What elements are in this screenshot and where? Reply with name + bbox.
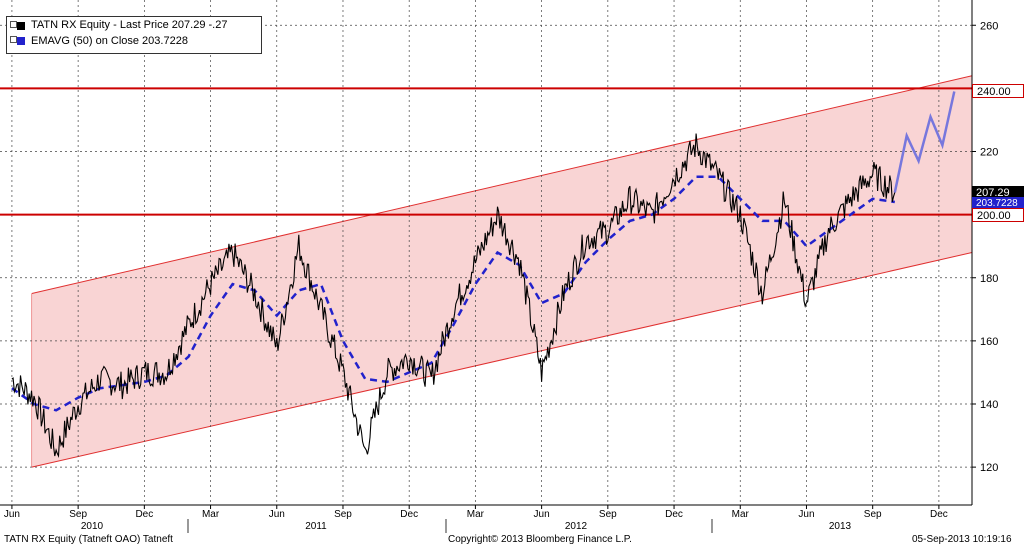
y-tick-label-260: 260 (980, 20, 998, 32)
legend-swatch-price (17, 22, 25, 30)
y-tick-label-120: 120 (980, 462, 998, 474)
year-label-2012: 2012 (565, 521, 588, 532)
year-label-2010: 2010 (81, 521, 104, 532)
x-tick-label-13: Sep (864, 509, 882, 520)
x-tick-label-8: Jun (534, 509, 550, 520)
trend-channel (31, 75, 973, 468)
legend-ema-label: EMAVG (50) on Close 203.7228 (31, 35, 188, 47)
price-line (11, 133, 896, 458)
resistance-lines (0, 87, 972, 216)
x-tick-label-11: Mar (732, 509, 750, 520)
x-tick-label-4: Jun (269, 509, 285, 520)
resistance-240-tag: 240.00 (972, 84, 1024, 98)
channel-upper-line (31, 75, 973, 295)
x-tick-label-12: Jun (798, 509, 814, 520)
legend-toggle-2[interactable] (10, 36, 17, 43)
channel-lower-line (31, 252, 973, 468)
projection-line (893, 91, 956, 193)
x-tick-label-3: Mar (202, 509, 220, 520)
chart-legend[interactable]: TATN RX Equity - Last Price 207.29 -.27 … (6, 16, 262, 54)
x-tick-label-6: Dec (400, 509, 418, 520)
x-tick-label-7: Mar (467, 509, 485, 520)
x-tick-label-10: Dec (665, 509, 683, 520)
y-tick-label-140: 140 (980, 399, 998, 411)
footer-timestamp: 05-Sep-2013 10:19:16 (912, 534, 1012, 545)
channel-fill (31, 75, 972, 468)
chart-grid (0, 0, 972, 505)
last-price-tag: 207.29 (972, 186, 1024, 200)
projection-path (893, 91, 956, 193)
y-tick-label-220: 220 (980, 147, 998, 159)
x-tick-label-2: Dec (135, 509, 153, 520)
resistance-200-tag: 200.00 (972, 208, 1024, 222)
year-label-2013: 2013 (829, 521, 852, 532)
x-tick-label-9: Sep (599, 509, 617, 520)
ema-value-tag: 203.7228 (972, 197, 1024, 211)
y-tick-label-160: 160 (980, 336, 998, 348)
x-tick-label-5: Sep (334, 509, 352, 520)
legend-swatch-ema (17, 37, 25, 45)
price-series (11, 133, 896, 458)
axes: 120 140 160 180 220 260 Jun Sep Dec Mar Jun Sep Dec M… (0, 0, 998, 533)
x-tick-label-1: Sep (69, 509, 87, 520)
legend-toggle-1[interactable] (10, 21, 17, 28)
x-tick-label-14: Dec (930, 509, 948, 520)
y-tick-label-180: 180 (980, 273, 998, 285)
footer-security: TATN RX Equity (Tatneft OAO) Tatneft (4, 534, 173, 545)
x-tick-label-0: Jun (4, 509, 20, 520)
footer-copyright: Copyright© 2013 Bloomberg Finance L.P. (448, 534, 632, 545)
legend-price-label: TATN RX Equity - Last Price 207.29 -.27 (31, 19, 228, 31)
year-label-2011: 2011 (305, 521, 327, 532)
